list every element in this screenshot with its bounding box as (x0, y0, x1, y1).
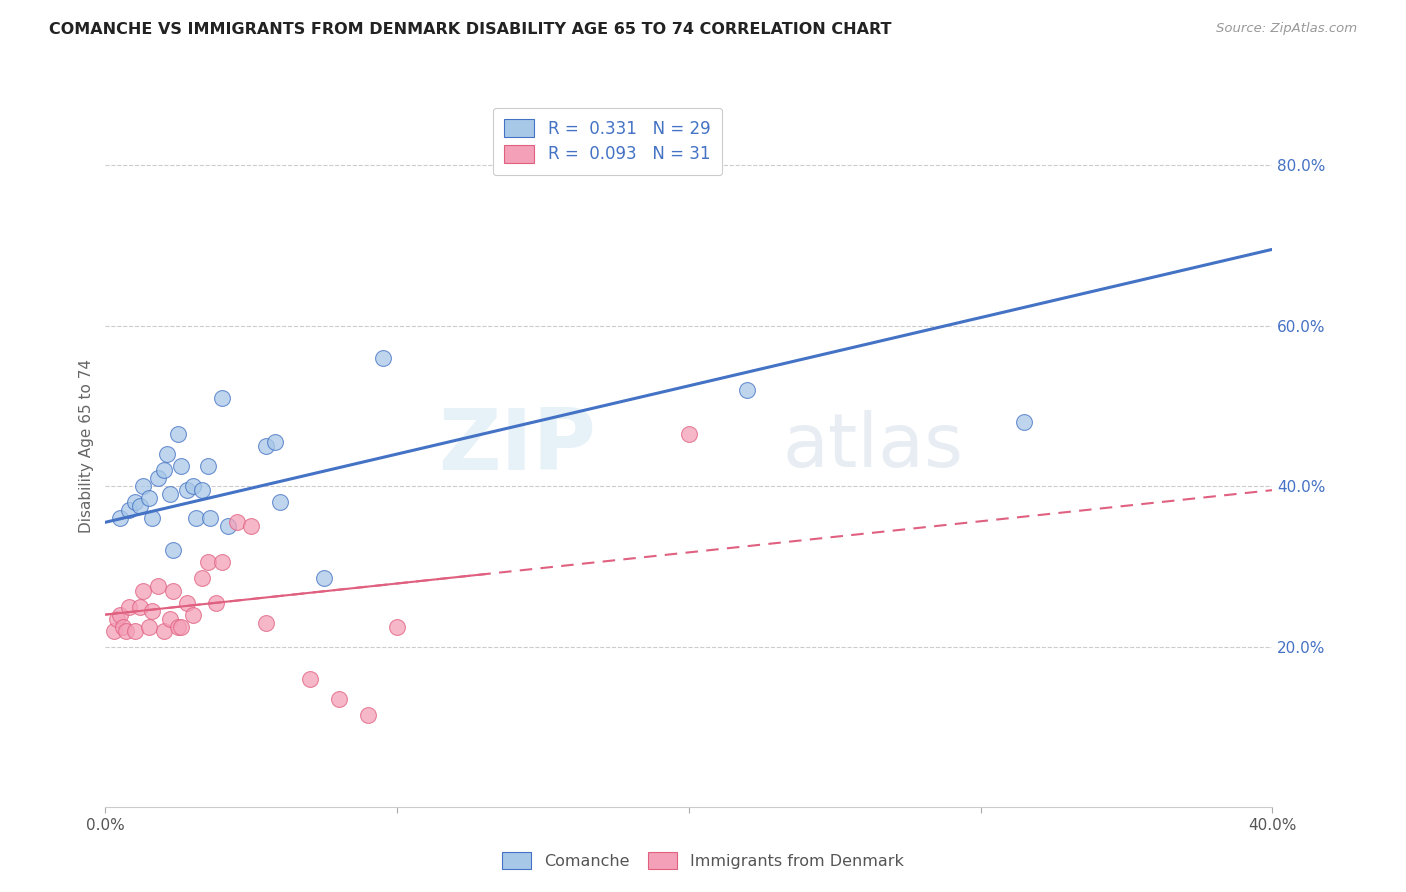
Point (141, 511, 163, 525)
Y-axis label: Disability Age 65 to 74: Disability Age 65 to 74 (79, 359, 94, 533)
Point (105, 612, 128, 626)
Point (159, 487, 181, 501)
Point (138, 491, 160, 505)
Point (167, 426, 190, 441)
Point (197, 555, 219, 570)
Point (103, 624, 125, 638)
Point (298, 672, 321, 686)
Point (156, 447, 179, 461)
Point (217, 519, 239, 533)
Point (357, 708, 380, 723)
Point (678, 426, 700, 441)
Point (111, 619, 134, 633)
Point (263, 435, 285, 450)
Legend: R =  0.331   N = 29, R =  0.093   N = 31: R = 0.331 N = 29, R = 0.093 N = 31 (492, 108, 721, 175)
Point (170, 619, 193, 633)
Point (385, 619, 409, 633)
Point (153, 463, 174, 477)
Text: ZIP: ZIP (437, 404, 596, 488)
Point (225, 515, 247, 529)
Point (146, 471, 169, 485)
Point (118, 599, 141, 614)
Point (146, 580, 169, 594)
Point (205, 596, 228, 610)
Point (176, 596, 198, 610)
Point (1014, 415, 1036, 429)
Point (200, 511, 222, 525)
Point (184, 511, 207, 525)
Point (162, 583, 184, 598)
Point (211, 555, 233, 570)
Point (108, 511, 131, 525)
Point (314, 571, 336, 585)
Point (162, 543, 184, 558)
Point (170, 459, 193, 474)
Point (254, 615, 277, 630)
Point (737, 383, 759, 397)
Text: Source: ZipAtlas.com: Source: ZipAtlas.com (1216, 22, 1357, 36)
Point (132, 479, 155, 493)
Point (141, 603, 163, 617)
Point (371, 351, 394, 365)
Point (176, 483, 198, 498)
Point (159, 612, 181, 626)
Point (181, 479, 204, 493)
Point (153, 624, 174, 638)
Point (118, 503, 141, 517)
Text: COMANCHE VS IMMIGRANTS FROM DENMARK DISABILITY AGE 65 TO 74 CORRELATION CHART: COMANCHE VS IMMIGRANTS FROM DENMARK DISA… (49, 22, 891, 37)
Point (211, 391, 233, 405)
Point (167, 619, 190, 633)
Point (197, 459, 219, 474)
Point (132, 583, 155, 598)
Text: atlas: atlas (782, 409, 963, 483)
Point (190, 571, 212, 585)
Legend: Comanche, Immigrants from Denmark: Comanche, Immigrants from Denmark (496, 846, 910, 875)
Point (190, 483, 212, 498)
Point (108, 607, 131, 622)
Point (124, 624, 146, 638)
Point (129, 599, 152, 614)
Point (328, 692, 350, 706)
Point (138, 619, 160, 633)
Point (269, 495, 292, 509)
Point (181, 607, 204, 622)
Point (129, 500, 152, 514)
Point (115, 624, 138, 638)
Point (254, 439, 277, 453)
Point (124, 495, 146, 509)
Point (240, 519, 263, 533)
